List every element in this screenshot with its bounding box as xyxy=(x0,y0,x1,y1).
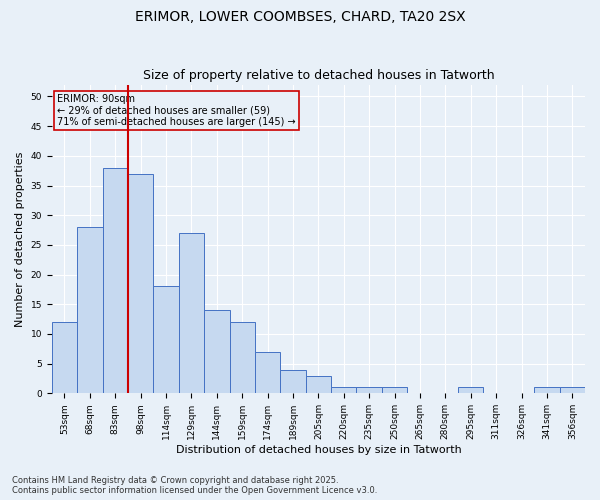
X-axis label: Distribution of detached houses by size in Tatworth: Distribution of detached houses by size … xyxy=(176,445,461,455)
Bar xyxy=(230,322,255,394)
Bar xyxy=(128,174,154,394)
Text: Contains HM Land Registry data © Crown copyright and database right 2025.
Contai: Contains HM Land Registry data © Crown c… xyxy=(12,476,377,495)
Bar xyxy=(356,388,382,394)
Bar xyxy=(534,388,560,394)
Bar xyxy=(255,352,280,394)
Bar xyxy=(77,227,103,394)
Y-axis label: Number of detached properties: Number of detached properties xyxy=(15,152,25,326)
Bar xyxy=(560,388,585,394)
Bar xyxy=(458,388,484,394)
Bar xyxy=(305,376,331,394)
Title: Size of property relative to detached houses in Tatworth: Size of property relative to detached ho… xyxy=(143,69,494,82)
Text: ERIMOR, LOWER COOMBSES, CHARD, TA20 2SX: ERIMOR, LOWER COOMBSES, CHARD, TA20 2SX xyxy=(134,10,466,24)
Bar xyxy=(179,233,204,394)
Bar xyxy=(103,168,128,394)
Bar xyxy=(52,322,77,394)
Bar xyxy=(382,388,407,394)
Bar xyxy=(154,286,179,394)
Bar xyxy=(204,310,230,394)
Bar xyxy=(280,370,305,394)
Text: ERIMOR: 90sqm
← 29% of detached houses are smaller (59)
71% of semi-detached hou: ERIMOR: 90sqm ← 29% of detached houses a… xyxy=(57,94,296,127)
Bar xyxy=(331,388,356,394)
